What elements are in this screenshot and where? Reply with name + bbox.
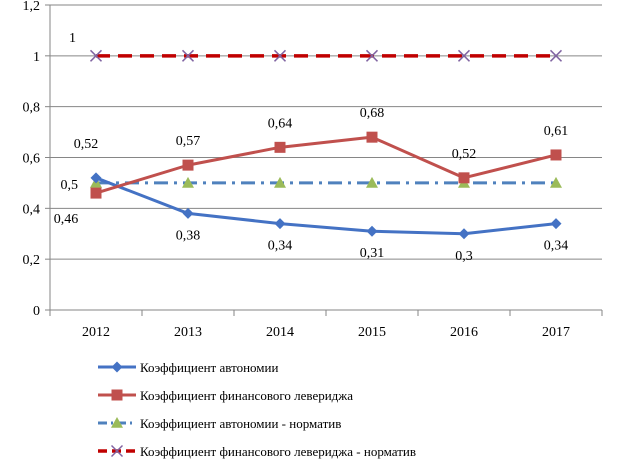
- x-tick-label: 2015: [358, 325, 386, 340]
- data-label: 0,57: [176, 134, 201, 149]
- x-axis-ticks: 2012 2013 2014 2015 2016 2017: [49, 310, 603, 340]
- x-marker: [89, 49, 103, 62]
- legend: Коэффициент автономии Коэффициент финансо…: [98, 360, 416, 459]
- x-tick-label: 2013: [174, 325, 202, 340]
- legend-item: Коэффициент автономии - норматив: [98, 416, 341, 431]
- legend-label: Коэффициент финансового левериджа - норм…: [140, 444, 416, 459]
- x-marker: [181, 49, 195, 62]
- diamond-marker: [366, 225, 378, 237]
- data-label: 0,34: [268, 239, 293, 254]
- triangle-marker: [550, 176, 562, 188]
- legend-square-marker: [111, 389, 123, 401]
- diamond-marker: [550, 218, 562, 230]
- diamond-marker: [182, 207, 194, 219]
- legend-label: Коэффициент автономии: [140, 360, 278, 375]
- data-label: 0,52: [452, 147, 477, 162]
- y-axis-ticks: 0 0,2 0,4 0,6 0,8 1 1,2: [23, 0, 50, 319]
- series-line: [95, 176, 557, 236]
- square-marker: [182, 159, 194, 171]
- y-tick-label: 1: [33, 50, 40, 65]
- y-tick-label: 0,8: [23, 101, 41, 116]
- diamond-marker: [274, 218, 286, 230]
- diamond-marker: [458, 228, 470, 240]
- data-label: 0,34: [544, 239, 569, 254]
- x-marker: [457, 49, 471, 62]
- square-marker: [274, 141, 286, 153]
- x-marker: [365, 49, 379, 62]
- x-marker: [273, 49, 287, 62]
- square-marker: [90, 187, 102, 199]
- data-label: 0,38: [176, 228, 201, 243]
- square-marker: [550, 149, 562, 161]
- series-group: [89, 49, 563, 240]
- diamond-marker: [90, 172, 102, 184]
- y-tick-label: 0,6: [23, 152, 41, 167]
- legend-item: Коэффициент финансового левериджа - норм…: [98, 444, 416, 459]
- legend-item: Коэффициент автономии: [98, 360, 278, 375]
- legend-x-marker: [110, 444, 124, 458]
- data-label: 0,52: [74, 137, 99, 152]
- data-label: 0,64: [268, 116, 293, 131]
- x-tick-label: 2016: [450, 325, 478, 340]
- square-marker: [366, 131, 378, 143]
- x-marker: [549, 49, 563, 62]
- data-label: 1: [69, 31, 76, 46]
- data-labels: 0,52 0,38 0,34 0,31 0,3 0,34 0,46 0,57 0,64 0,68 0…: [54, 31, 569, 264]
- square-marker: [458, 172, 470, 184]
- y-tick-label: 1,2: [23, 0, 41, 14]
- gridlines: [50, 4, 602, 260]
- legend-triangle-marker: [111, 417, 123, 428]
- x-tick-label: 2017: [542, 325, 570, 340]
- data-label: 0,46: [54, 212, 79, 227]
- y-tick-label: 0,2: [23, 253, 41, 268]
- legend-label: Коэффициент финансового левериджа: [140, 388, 353, 403]
- triangle-marker: [182, 176, 194, 188]
- series-line: [95, 135, 557, 195]
- data-label: 0,3: [455, 249, 473, 264]
- x-tick-label: 2012: [82, 325, 110, 340]
- data-label: 0,68: [360, 106, 385, 121]
- x-tick-label: 2014: [266, 325, 294, 340]
- legend-label: Коэффициент автономии - норматив: [140, 416, 341, 431]
- triangle-marker: [366, 176, 378, 188]
- data-label: 0,5: [61, 178, 79, 193]
- triangle-marker: [274, 176, 286, 188]
- legend-item: Коэффициент финансового левериджа: [98, 388, 353, 403]
- y-tick-label: 0: [33, 304, 40, 319]
- legend-diamond-marker: [111, 361, 123, 373]
- data-label: 0,31: [360, 246, 385, 261]
- y-tick-label: 0,4: [23, 202, 41, 217]
- data-label: 0,61: [544, 124, 569, 139]
